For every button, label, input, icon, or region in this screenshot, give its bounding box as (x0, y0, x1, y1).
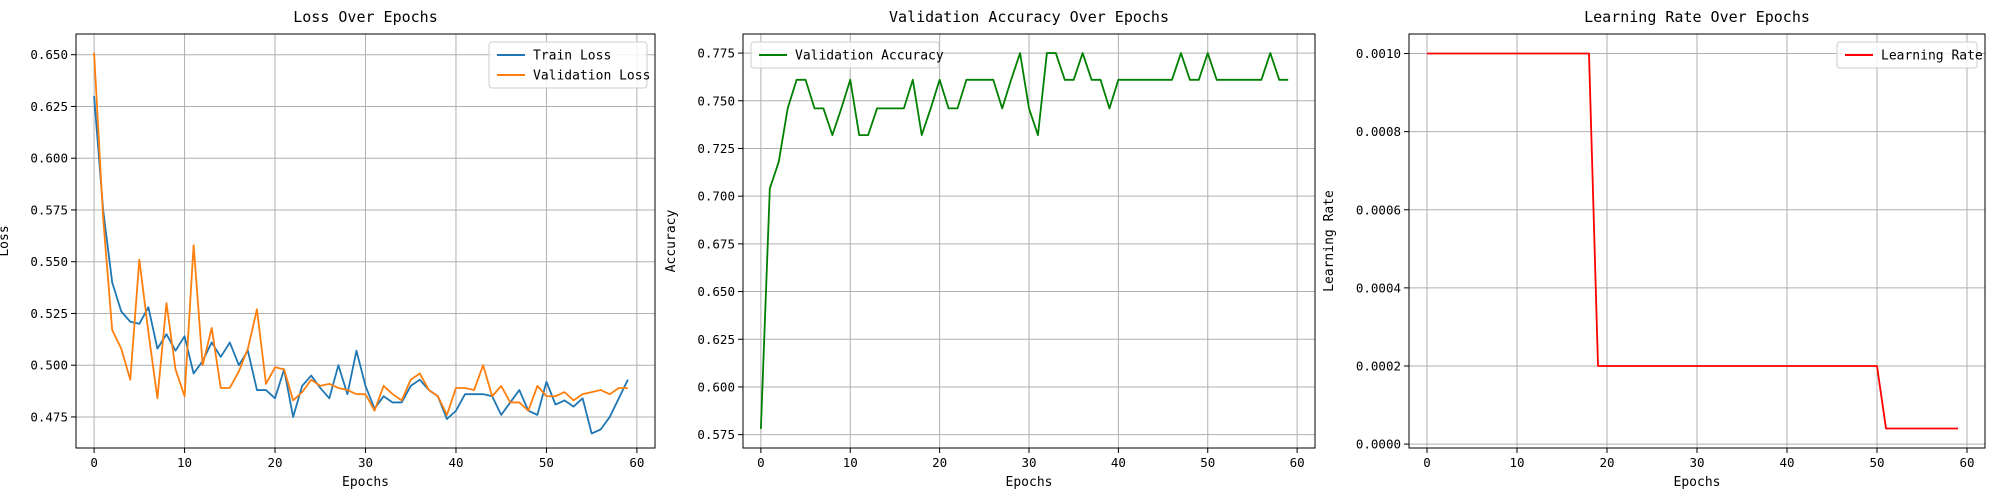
plot-frame (75, 33, 656, 449)
y-tick-label: 0.0000 (1356, 437, 1401, 452)
chart-panel-1: 0 10 20 30 40 50 60 0.475 0.500 0.525 0.550 0.575 0.… (0, 8, 656, 490)
y-tick-label: 0.775 (697, 46, 735, 61)
y-tick-label: 0.475 (30, 409, 68, 424)
y-tick-label: 0.625 (30, 99, 68, 114)
y-tick-label: 0.575 (697, 427, 735, 442)
legend-label: Train Loss (533, 49, 611, 64)
x-tick-label: 60 (1290, 455, 1305, 470)
x-tick-label: 50 (1200, 455, 1215, 470)
y-tick-label: 0.725 (697, 141, 735, 156)
plot-frame (1408, 33, 1986, 449)
legend-label: Validation Accuracy (795, 49, 944, 64)
y-tick-label: 0.600 (697, 379, 735, 394)
y-tick-label: 0.0002 (1356, 358, 1401, 373)
legend: Train Loss Validation Loss (488, 41, 650, 89)
y-tick-label: 0.550 (30, 254, 68, 269)
x-tick-label: 20 (932, 455, 947, 470)
legend-label: Validation Loss (533, 69, 650, 84)
x-axis-label: Epochs (1674, 475, 1721, 490)
series-line-learning-rate (1427, 52, 1958, 430)
y-tick-label: 0.750 (697, 93, 735, 108)
chart-panel-2: 0 10 20 30 40 50 60 0.575 0.600 0.625 0.650 0.675 0.… (664, 8, 1316, 490)
y-axis-label: Learning Rate (1322, 190, 1337, 292)
x-axis-label: Epochs (1006, 475, 1053, 490)
x-tick-label: 40 (1111, 455, 1126, 470)
x-tick-label: 10 (1509, 455, 1524, 470)
y-tick-label: 0.575 (30, 202, 68, 217)
x-tick-label: 50 (1869, 455, 1884, 470)
x-axis-label: Epochs (342, 475, 389, 490)
y-axis-label: Loss (0, 225, 12, 256)
x-tick-label: 10 (177, 455, 192, 470)
y-tick-label: 0.700 (697, 189, 735, 204)
x-tick-label: 0 (757, 455, 765, 470)
x-tick-label: 40 (1779, 455, 1794, 470)
y-tick-label: 0.0008 (1356, 124, 1401, 139)
legend-box (750, 41, 940, 69)
y-tick-label: 0.675 (697, 236, 735, 251)
legend: Learning Rate (1836, 41, 1983, 69)
plot-frame (742, 33, 1316, 449)
y-tick-label: 0.625 (697, 332, 735, 347)
x-tick-label: 10 (843, 455, 858, 470)
legend: Validation Accuracy (750, 41, 944, 69)
legend-box (488, 41, 648, 89)
x-tick-label: 60 (1959, 455, 1974, 470)
series-line-validation-accuracy (759, 52, 1289, 429)
chart-panel-3: 0 10 20 30 40 50 60 0.0000 0.0002 0.0004 0.0006 0.0… (1322, 8, 1986, 490)
x-tick-label: 40 (448, 455, 463, 470)
x-tick-label: 20 (1599, 455, 1614, 470)
series-line-train-loss (93, 96, 629, 435)
x-tick-label: 0 (90, 455, 98, 470)
y-axis-label: Accuracy (664, 210, 679, 273)
y-tick-label: 0.600 (30, 151, 68, 166)
x-tick-label: 50 (539, 455, 554, 470)
x-tick-label: 20 (268, 455, 283, 470)
x-tick-label: 0 (1423, 455, 1431, 470)
x-tick-label: 30 (1021, 455, 1036, 470)
series-line-validation-loss (93, 52, 628, 416)
y-tick-label: 0.650 (30, 47, 68, 62)
x-tick-label: 60 (629, 455, 644, 470)
y-tick-label: 0.650 (697, 284, 735, 299)
legend-label: Learning Rate (1881, 49, 1983, 64)
chart-title: Learning Rate Over Epochs (1584, 8, 1810, 26)
x-tick-label: 30 (1689, 455, 1704, 470)
y-tick-label: 0.0004 (1356, 280, 1401, 295)
y-tick-label: 0.0010 (1356, 46, 1401, 61)
x-tick-label: 30 (358, 455, 373, 470)
y-tick-label: 0.525 (30, 306, 68, 321)
y-tick-label: 0.0006 (1356, 202, 1401, 217)
chart-title: Validation Accuracy Over Epochs (889, 8, 1169, 26)
y-tick-label: 0.500 (30, 358, 68, 373)
legend-box (1836, 41, 1978, 69)
chart-title: Loss Over Epochs (293, 8, 438, 26)
